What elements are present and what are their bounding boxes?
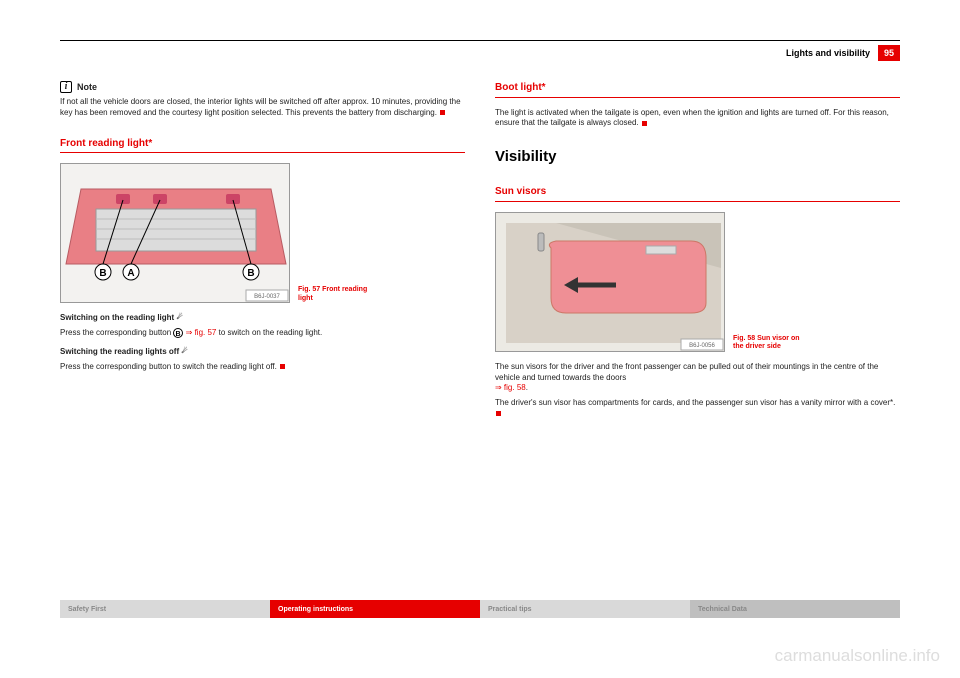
heading-sun-visors: Sun visors: [495, 185, 900, 202]
p2b: ⇒ fig. 58: [495, 383, 526, 392]
footer-technical-data: Technical Data: [690, 600, 900, 618]
p1b: ⇒ fig. 57: [186, 328, 217, 337]
figure-58: B6J-0056 Fig. 58 Sun visor on the driver…: [495, 212, 900, 352]
header-rule: [60, 40, 900, 41]
note-text: If not all the vehicle doors are closed,…: [60, 97, 465, 119]
subhead-switch-on: Switching on the reading light ☄: [60, 313, 465, 324]
note-body: If not all the vehicle doors are closed,…: [60, 97, 461, 117]
para-visor-1: The sun visors for the driver and the fr…: [495, 362, 900, 394]
note-header: i Note: [60, 81, 465, 93]
p2: Press the corresponding button to switch…: [60, 362, 277, 371]
end-marker-icon: [642, 121, 647, 126]
para-visor-2: The driver's sun visor has compartments …: [495, 398, 900, 420]
p1c: to switch on the reading light.: [219, 328, 323, 337]
para-switch-on: Press the corresponding button B ⇒ fig. …: [60, 328, 465, 339]
footer-safety-first: Safety First: [60, 600, 270, 618]
subhead-switch-off: Switching the reading lights off ☄: [60, 347, 465, 358]
p2a: The sun visors for the driver and the fr…: [495, 362, 878, 382]
figure-58-svg: B6J-0056: [495, 212, 725, 352]
info-icon: i: [60, 81, 72, 93]
chapter-title: Lights and visibility: [778, 45, 878, 61]
svg-text:B6J-0037: B6J-0037: [254, 294, 280, 300]
svg-text:A: A: [127, 268, 134, 279]
callout-b-icon: B: [173, 328, 183, 338]
svg-text:B6J-0056: B6J-0056: [689, 343, 715, 349]
svg-text:B: B: [247, 268, 254, 279]
subhead-switch-off-text: Switching the reading lights off: [60, 347, 179, 356]
svg-text:B: B: [99, 268, 106, 279]
svg-text:B: B: [176, 331, 181, 338]
end-marker-icon: [440, 110, 445, 115]
watermark: carmanualsonline.info: [775, 646, 940, 666]
right-column: Boot light* The light is activated when …: [495, 81, 900, 420]
page-number: 95: [878, 45, 900, 61]
para-switch-off: Press the corresponding button to switch…: [60, 362, 465, 373]
figure-57-caption: Fig. 57 Front reading light: [298, 286, 368, 303]
header-row: Lights and visibility 95: [60, 45, 900, 61]
end-marker-icon: [496, 411, 501, 416]
footer-practical-tips: Practical tips: [480, 600, 690, 618]
heading-visibility: Visibility: [495, 147, 900, 167]
reading-light-icon-2: ☄: [181, 347, 187, 356]
reading-light-icon: ☄: [176, 313, 182, 322]
figure-57-svg: B A B B6J-0037: [60, 163, 290, 303]
para-boot-light: The light is activated when the tailgate…: [495, 108, 900, 130]
p1a: Press the corresponding button: [60, 328, 173, 337]
p2c: .: [526, 383, 528, 392]
columns: i Note If not all the vehicle doors are …: [60, 81, 900, 420]
figure-57: B A B B6J-0037 Fig. 57 Front reading lig…: [60, 163, 465, 303]
boot-light-text: The light is activated when the tailgate…: [495, 108, 889, 128]
heading-boot-light: Boot light*: [495, 81, 900, 98]
page: Lights and visibility 95 i Note If not a…: [0, 0, 960, 678]
p3: The driver's sun visor has compartments …: [495, 398, 895, 407]
heading-front-reading-light: Front reading light*: [60, 137, 465, 154]
left-column: i Note If not all the vehicle doors are …: [60, 81, 465, 420]
subhead-switch-on-text: Switching on the reading light: [60, 313, 174, 322]
end-marker-icon: [280, 364, 285, 369]
footer-bar: Safety First Operating instructions Prac…: [60, 600, 900, 618]
note-label: Note: [77, 81, 97, 93]
figure-58-caption: Fig. 58 Sun visor on the driver side: [733, 335, 803, 352]
footer-operating-instructions: Operating instructions: [270, 600, 480, 618]
